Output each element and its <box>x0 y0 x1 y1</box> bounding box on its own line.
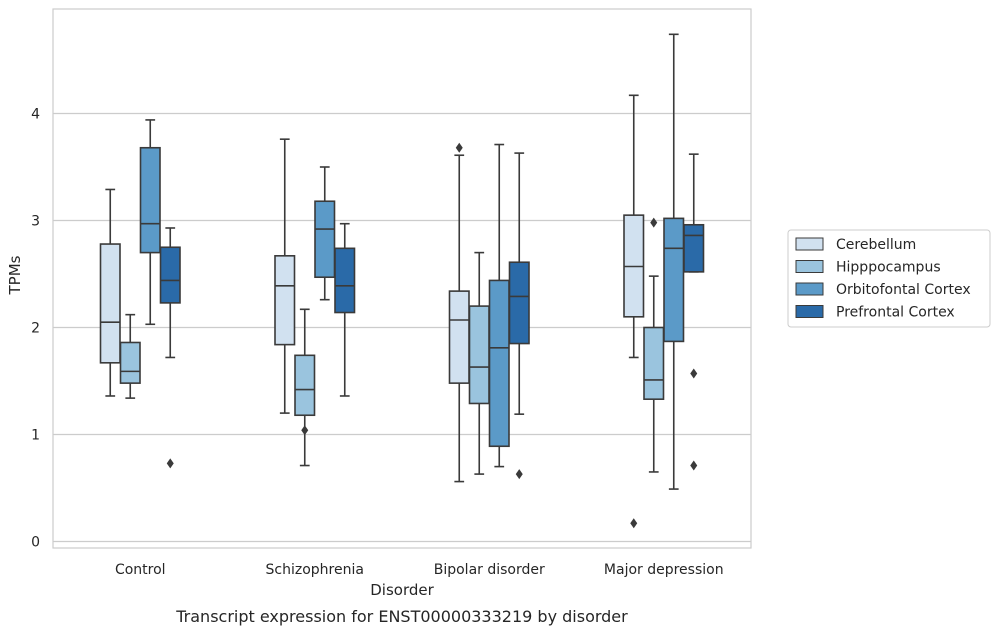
box-group <box>508 152 530 480</box>
outlier-point <box>166 458 174 469</box>
box <box>468 305 490 405</box>
legend-swatch <box>795 237 824 251</box>
box-group <box>294 308 316 467</box>
box-group <box>623 94 645 529</box>
y-axis-label: TPMs <box>6 255 24 295</box>
box <box>99 243 121 364</box>
y-tick-label: 0 <box>31 535 40 551</box>
box-group <box>468 251 490 475</box>
outlier-point <box>301 425 309 436</box>
outlier-point <box>690 368 698 379</box>
legend-label: Orbitofontal Cortex <box>836 282 971 298</box>
outlier-point <box>455 142 463 153</box>
legend-label: Cerebellum <box>836 237 916 253</box>
box <box>683 223 705 273</box>
legend: Cerebellum Hipppocampus Orbitofontal Corte… <box>787 229 991 328</box>
box <box>508 261 530 345</box>
legend-swatch <box>795 305 824 318</box>
box-group <box>488 143 510 468</box>
box <box>139 146 161 254</box>
box <box>643 326 665 400</box>
plot-frame <box>52 8 752 549</box>
box <box>119 341 141 384</box>
box-group <box>663 33 685 490</box>
box-group <box>683 153 705 471</box>
box-group <box>448 142 470 483</box>
legend-label: Hipppocampus <box>836 260 941 276</box>
box-group <box>274 138 296 414</box>
chart-caption: Transcript expression for ENST0000033321… <box>175 607 628 626</box>
y-tick-label: 3 <box>31 214 40 230</box>
outlier-point <box>515 469 523 480</box>
y-tick-labels: 0 1 2 3 4 <box>31 107 40 551</box>
box-group <box>119 313 141 399</box>
x-tick-label: Bipolar disorder <box>434 562 545 578</box>
outlier-point <box>630 518 638 529</box>
legend-frame <box>787 229 991 328</box>
legend-label: Prefrontal Cortex <box>836 305 955 321</box>
box <box>294 354 316 417</box>
plot-area <box>53 9 751 548</box>
box <box>663 217 685 343</box>
outlier-point <box>690 460 698 471</box>
y-tick-label: 1 <box>31 428 40 444</box>
box-group <box>643 217 665 473</box>
box <box>159 246 181 304</box>
boxes-layer <box>99 33 705 529</box>
box-group <box>334 222 356 397</box>
legend-swatch <box>795 282 824 296</box>
box <box>274 255 296 346</box>
box <box>334 247 356 314</box>
box <box>488 279 510 448</box>
outlier-point <box>650 217 658 228</box>
y-tick-label: 2 <box>31 321 40 337</box>
box <box>448 290 470 384</box>
box-group <box>314 166 336 301</box>
box-group <box>159 227 181 469</box>
x-tick-label: Schizophrenia <box>266 562 364 578</box>
legend-swatch <box>795 260 824 273</box>
box-group <box>139 119 161 326</box>
x-axis-label: Disorder <box>370 581 434 599</box>
box <box>314 200 336 279</box>
box-group <box>99 188 121 397</box>
x-tick-label: Control <box>115 562 166 578</box>
y-tick-label: 4 <box>31 107 40 123</box>
x-tick-label: Major depression <box>604 562 724 578</box>
x-tick-labels: Control Schizophrenia Bipolar disorder Majo… <box>115 562 724 578</box>
